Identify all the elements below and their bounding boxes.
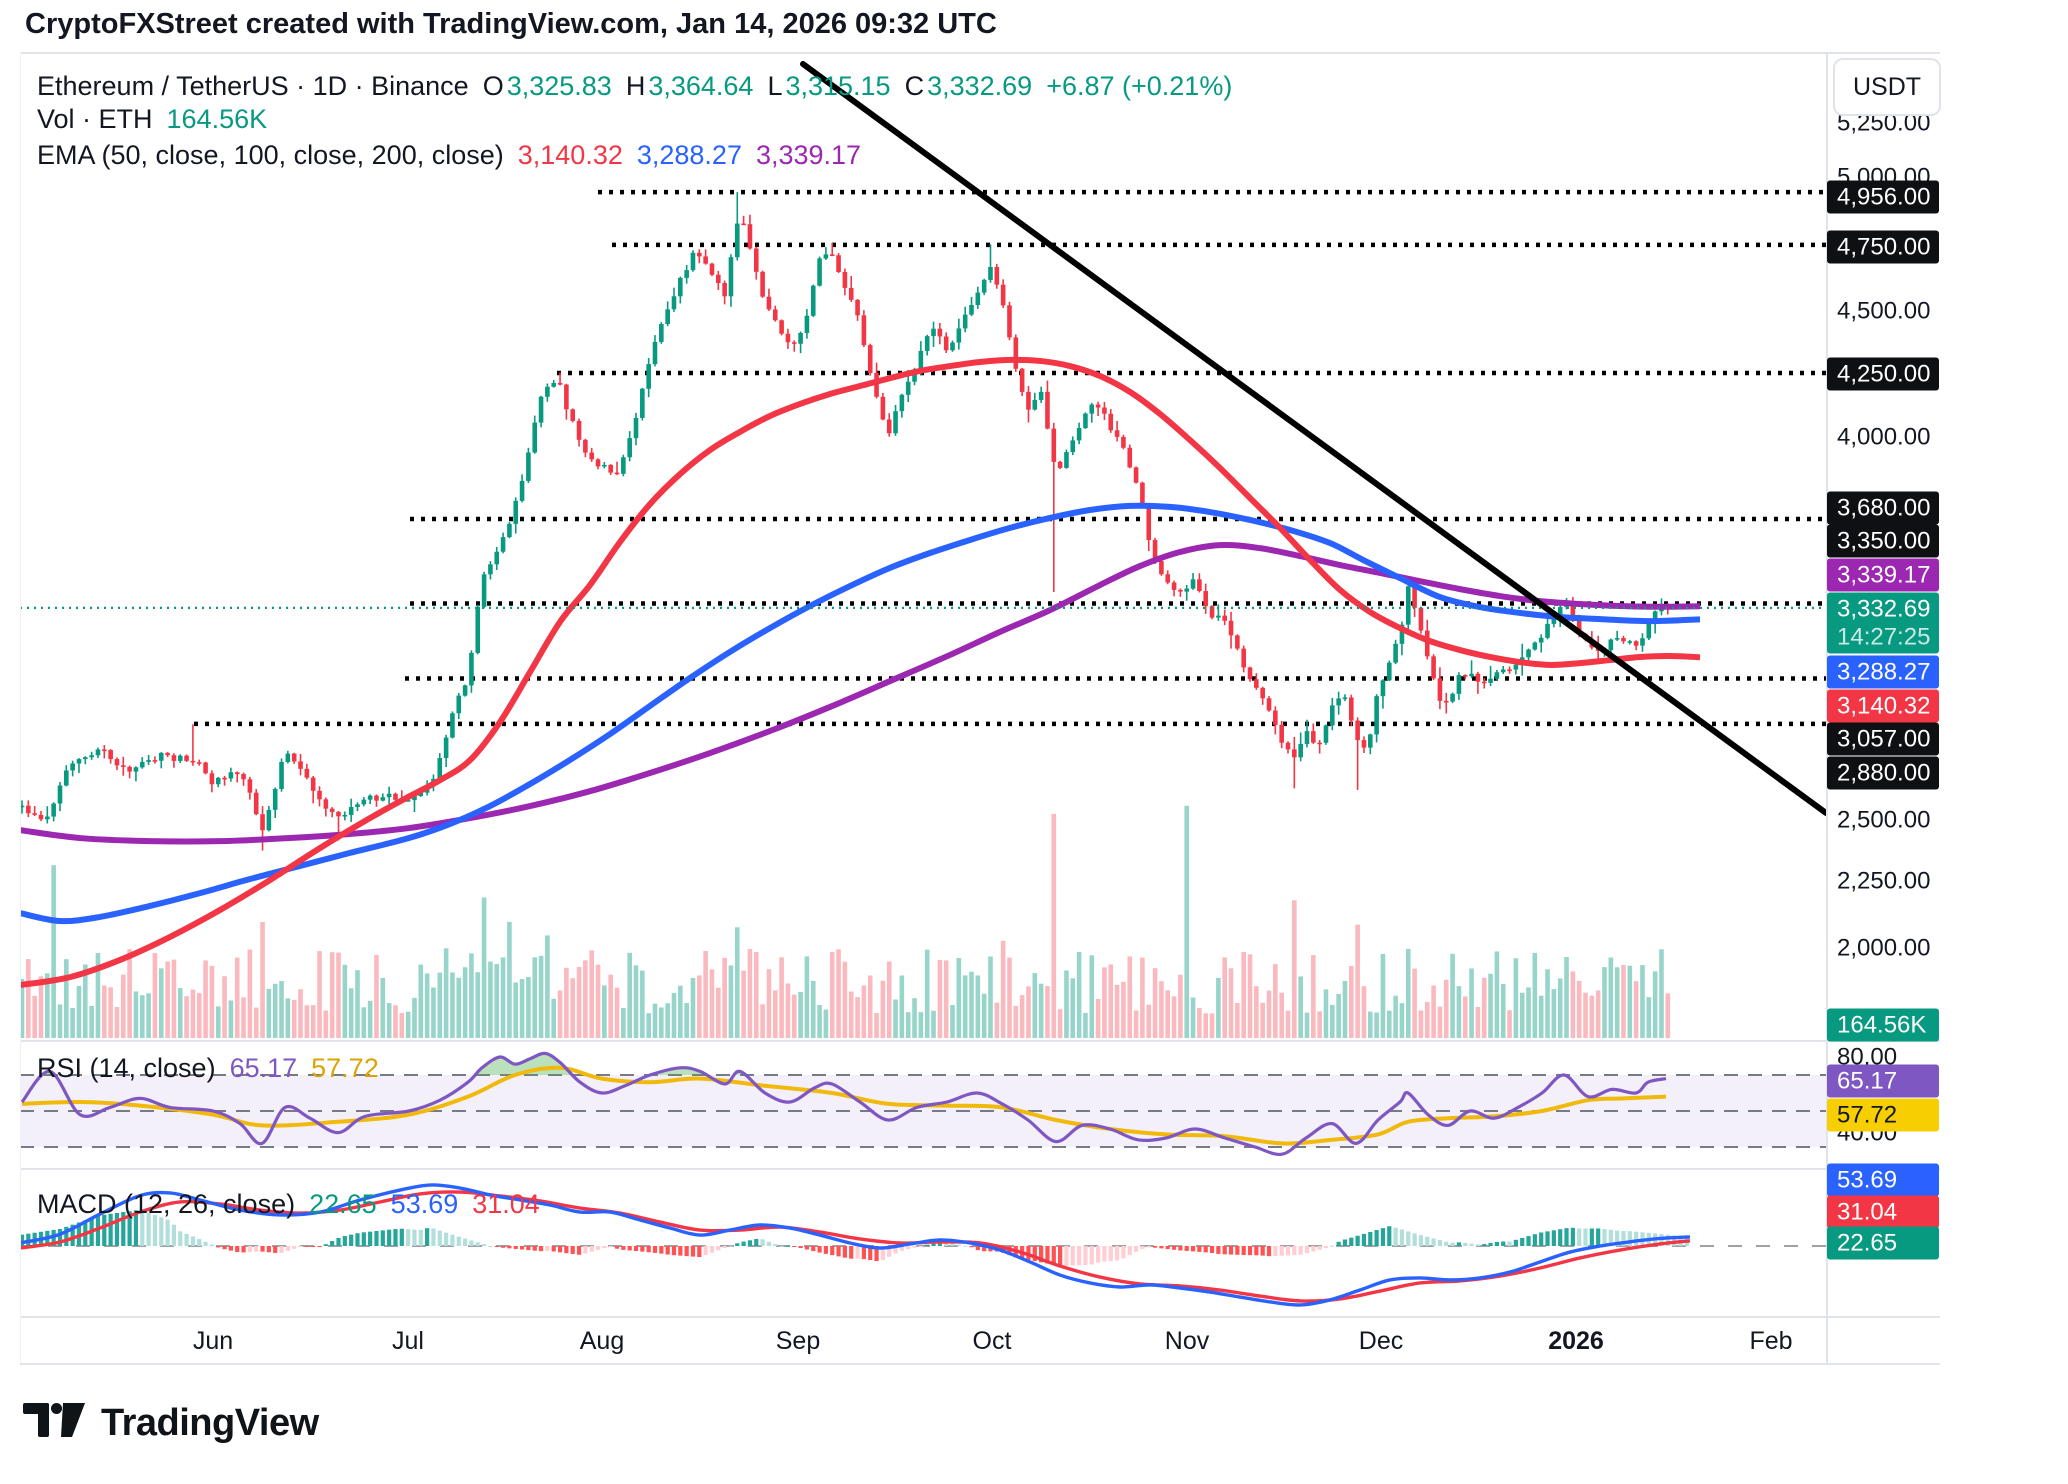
rsi-line — [20, 1051, 1667, 1157]
axis-label-164-56K: 164.56K — [1827, 1008, 1939, 1042]
symbol-title: Ethereum / TetherUS · 1D · Binance — [37, 71, 469, 101]
time-axis-label-Oct: Oct — [972, 1327, 1012, 1355]
currency-toggle-button[interactable]: USDT — [1833, 58, 1941, 116]
time-axis-label-Dec: Dec — [1358, 1327, 1404, 1355]
axis-label-57-72: 57.72 — [1827, 1098, 1939, 1132]
volume-legend-row: Vol · ETH 164.56K — [37, 103, 267, 136]
ohlc-open: O 3,325.83 — [482, 71, 612, 101]
ema-lines — [20, 356, 1701, 989]
axis-label-2-500-00: 2,500.00 — [1837, 806, 1931, 834]
axis-label-31-04: 31.04 — [1827, 1195, 1939, 1229]
frame-top — [20, 52, 1940, 54]
axis-label-2-250-00: 2,250.00 — [1837, 867, 1931, 895]
rsi-legend-row: RSI (14, close) 65.17 57.72 — [37, 1052, 379, 1085]
watermark-header: CryptoFXStreet created with TradingView.… — [25, 8, 997, 40]
axis-label-3-332-69: 3,332.69 — [1827, 592, 1939, 626]
macd-label: MACD (12, 26, close) — [37, 1189, 296, 1219]
axis-label-3-339-17: 3,339.17 — [1827, 558, 1939, 592]
macd-signal-value: 31.04 — [472, 1189, 540, 1219]
price-pane[interactable] — [20, 61, 1826, 1038]
separator-rsi-macd[interactable] — [20, 1168, 1940, 1170]
rsi-ma-line — [21, 1065, 1667, 1146]
ema-legend-row: EMA (50, close, 100, close, 200, close) … — [37, 139, 861, 172]
rsi-pane[interactable] — [20, 1051, 1826, 1157]
frame-left — [20, 52, 21, 1363]
tradingview-logo-text: TradingView — [101, 1402, 319, 1444]
time-axis-label-2026: 2026 — [1548, 1327, 1604, 1355]
axis-label-2-880-00: 2,880.00 — [1827, 756, 1939, 790]
axis-label-2-000-00: 2,000.00 — [1837, 934, 1931, 962]
volume-series — [20, 805, 1671, 1038]
macd-hist-value: 22.65 — [309, 1189, 377, 1219]
time-axis-label-Jul: Jul — [392, 1327, 424, 1355]
ohlc-low: L 3,315.15 — [767, 71, 891, 101]
time-axis-label-Sep: Sep — [775, 1327, 821, 1355]
axis-label-14-27-25: 14:27:25 — [1827, 620, 1939, 654]
time-axis-label-Nov: Nov — [1164, 1327, 1210, 1355]
axis-label-4-000-00: 4,000.00 — [1837, 423, 1931, 451]
axis-label-53-69: 53.69 — [1827, 1163, 1939, 1197]
tradingview-logo[interactable]: TradingView — [23, 1402, 319, 1445]
ema100-value: 3,288.27 — [636, 140, 742, 170]
axis-label-3-140-32: 3,140.32 — [1827, 689, 1939, 723]
axis-label-4-750-00: 4,750.00 — [1827, 230, 1939, 264]
axis-label-65-17: 65.17 — [1827, 1064, 1939, 1098]
axis-label-3-288-27: 3,288.27 — [1827, 655, 1939, 689]
separator-price-rsi[interactable] — [20, 1040, 1940, 1042]
macd-legend-row: MACD (12, 26, close) 22.65 53.69 31.04 — [37, 1188, 540, 1221]
tradingview-logo-mark — [23, 1402, 85, 1437]
separator-macd-timeaxis — [20, 1316, 1940, 1318]
axis-label-22-65: 22.65 — [1827, 1226, 1939, 1260]
axis-label-4-500-00: 4,500.00 — [1837, 297, 1931, 325]
axis-label-4-956-00: 4,956.00 — [1827, 180, 1939, 214]
ema200-value: 3,339.17 — [755, 140, 862, 170]
macd-line — [20, 1183, 1691, 1307]
rsi-label: RSI (14, close) — [37, 1053, 216, 1083]
ema-label: EMA (50, close, 100, close, 200, close) — [37, 140, 504, 170]
rsi-value: 65.17 — [229, 1053, 298, 1083]
axis-label-3-680-00: 3,680.00 — [1827, 491, 1939, 525]
ohlc-change: +6.87 (+0.21%) — [1046, 71, 1233, 101]
descending-trendline[interactable] — [800, 61, 1826, 816]
volume-label: Vol · ETH — [37, 104, 153, 134]
macd-pane[interactable] — [20, 1183, 1826, 1307]
ema50-value: 3,140.32 — [517, 140, 623, 170]
ohlc-close: C 3,332.69 — [904, 71, 1033, 101]
candlestick-series — [20, 192, 1671, 851]
support-resistance-lines — [194, 189, 1826, 727]
macd-histogram — [20, 1210, 1689, 1266]
ohlc-high: H 3,364.64 — [625, 71, 754, 101]
symbol-legend-row: Ethereum / TetherUS · 1D · Binance O 3,32… — [37, 70, 1232, 103]
time-axis-label-Aug: Aug — [579, 1327, 625, 1355]
axis-label-4-250-00: 4,250.00 — [1827, 357, 1939, 391]
axis-label-3-350-00: 3,350.00 — [1827, 524, 1939, 558]
volume-value: 164.56K — [166, 104, 268, 134]
rsi-ma-value: 57.72 — [311, 1053, 379, 1083]
frame-bottom — [20, 1363, 1940, 1365]
time-axis-label-Feb: Feb — [1749, 1327, 1793, 1355]
time-axis-label-Jun: Jun — [192, 1327, 234, 1355]
axis-label-3-057-00: 3,057.00 — [1827, 722, 1939, 756]
macd-line-value: 53.69 — [390, 1189, 459, 1219]
